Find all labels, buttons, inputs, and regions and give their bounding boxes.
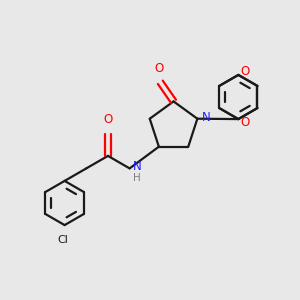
Text: H: H	[133, 173, 141, 183]
Text: N: N	[133, 160, 142, 172]
Text: O: O	[240, 116, 249, 129]
Text: O: O	[154, 62, 164, 75]
Text: O: O	[103, 113, 112, 126]
Text: O: O	[240, 65, 249, 78]
Text: N: N	[202, 111, 211, 124]
Text: Cl: Cl	[58, 236, 69, 245]
